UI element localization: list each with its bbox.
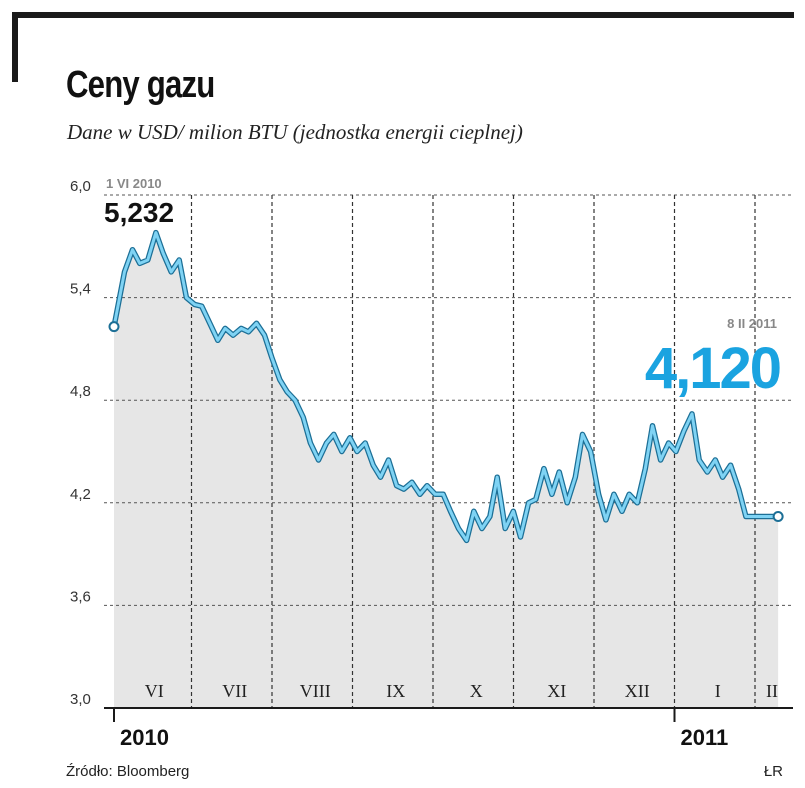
y-tick-label: 4,8 <box>70 383 91 400</box>
month-label: IX <box>386 681 405 701</box>
month-label: VI <box>145 681 164 701</box>
year-label: 2011 <box>681 725 729 750</box>
month-label: XII <box>625 681 650 701</box>
year-label: 2010 <box>120 725 169 750</box>
month-label: VIII <box>300 681 331 701</box>
series-line <box>112 231 779 542</box>
end-value-annotation: 4,120 <box>645 336 780 401</box>
chart-area-fill <box>114 232 779 708</box>
start-point <box>108 321 120 333</box>
y-tick-label: 5,4 <box>70 281 91 298</box>
page-title: Ceny gazu <box>66 64 215 106</box>
frame-top-bar <box>12 12 794 18</box>
end-date-annotation: 8 II 2011 <box>727 316 777 331</box>
start-value-annotation: 5,232 <box>104 197 174 228</box>
month-label: XI <box>547 681 566 701</box>
y-tick-label: 3,0 <box>70 691 91 708</box>
y-tick-label: 6,0 <box>70 178 91 195</box>
month-label: VII <box>222 681 247 701</box>
end-point <box>772 510 784 522</box>
y-tick-label: 4,2 <box>70 486 91 503</box>
y-tick-label: 3,6 <box>70 588 91 605</box>
start-date-annotation: 1 VI 2010 <box>106 176 162 191</box>
author-credit: ŁR <box>763 763 783 780</box>
frame-left-bar <box>12 12 18 82</box>
month-label: I <box>715 681 721 701</box>
month-label: X <box>470 681 483 701</box>
page-subtitle: Dane w USD/ milion BTU (jednostka energi… <box>67 120 523 144</box>
source-note: Źródło: Bloomberg <box>66 763 190 780</box>
month-label: II <box>766 681 778 701</box>
